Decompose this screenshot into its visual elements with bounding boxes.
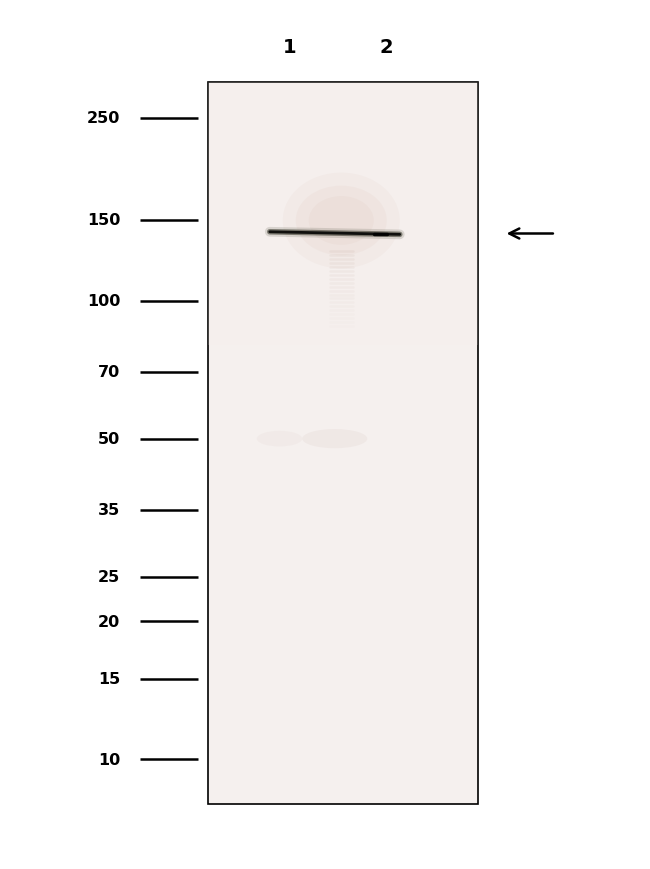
Text: 250: 250 xyxy=(87,111,120,126)
Text: 35: 35 xyxy=(98,502,120,518)
Text: 100: 100 xyxy=(87,294,120,308)
Ellipse shape xyxy=(283,174,400,269)
Bar xyxy=(208,83,478,804)
Text: 50: 50 xyxy=(98,432,120,447)
Text: 1: 1 xyxy=(283,37,296,56)
Text: 2: 2 xyxy=(380,37,393,56)
Text: 70: 70 xyxy=(98,365,120,380)
Ellipse shape xyxy=(257,431,302,447)
Text: 25: 25 xyxy=(98,569,120,585)
Text: 20: 20 xyxy=(98,614,120,629)
Ellipse shape xyxy=(309,197,374,246)
Bar xyxy=(208,83,478,346)
Text: 15: 15 xyxy=(98,671,120,687)
Ellipse shape xyxy=(296,187,387,256)
Text: 150: 150 xyxy=(87,213,120,228)
Ellipse shape xyxy=(302,429,367,448)
Text: 10: 10 xyxy=(98,752,120,767)
